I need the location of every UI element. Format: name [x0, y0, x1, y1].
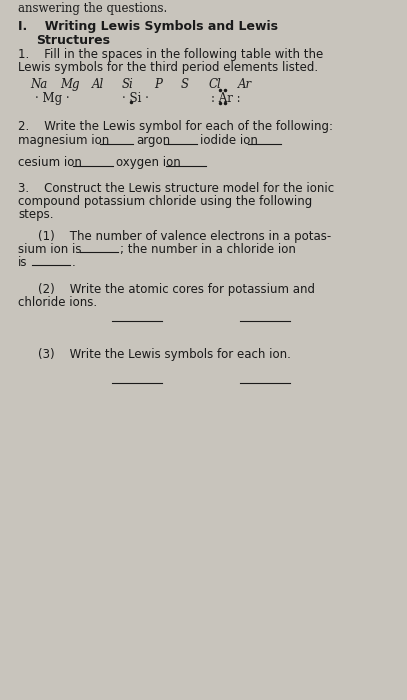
Text: oxygen ion: oxygen ion [116, 156, 181, 169]
Text: I.    Writing Lewis Symbols and Lewis: I. Writing Lewis Symbols and Lewis [18, 20, 278, 33]
Text: argon: argon [136, 134, 170, 147]
Text: · Si ·: · Si · [122, 92, 149, 105]
Text: (1)    The number of valence electrons in a potas-: (1) The number of valence electrons in a… [38, 230, 331, 243]
Text: ; the number in a chloride ion: ; the number in a chloride ion [120, 243, 296, 256]
Text: steps.: steps. [18, 208, 53, 221]
Text: iodide ion: iodide ion [200, 134, 258, 147]
Text: sium ion is: sium ion is [18, 243, 81, 256]
Text: Ar: Ar [238, 78, 252, 91]
Text: magnesium ion: magnesium ion [18, 134, 109, 147]
Text: 3.    Construct the Lewis structure model for the ionic: 3. Construct the Lewis structure model f… [18, 182, 334, 195]
Text: P: P [154, 78, 162, 91]
Text: Lewis symbols for the third period elements listed.: Lewis symbols for the third period eleme… [18, 61, 318, 74]
Text: (2)    Write the atomic cores for potassium and: (2) Write the atomic cores for potassium… [38, 283, 315, 296]
Text: .: . [72, 256, 76, 269]
Text: is: is [18, 256, 28, 269]
Text: Si: Si [122, 78, 134, 91]
Text: Cl: Cl [209, 78, 222, 91]
Text: Mg: Mg [60, 78, 79, 91]
Text: 1.    Fill in the spaces in the following table with the: 1. Fill in the spaces in the following t… [18, 48, 323, 61]
Text: Na: Na [30, 78, 47, 91]
Text: : Ar :: : Ar : [211, 92, 241, 105]
Text: Structures: Structures [36, 34, 110, 47]
Text: compound potassium chloride using the following: compound potassium chloride using the fo… [18, 195, 312, 208]
Text: cesium ion: cesium ion [18, 156, 82, 169]
Text: Al: Al [92, 78, 104, 91]
Text: S: S [181, 78, 189, 91]
Text: answering the questions.: answering the questions. [18, 2, 167, 15]
Text: chloride ions.: chloride ions. [18, 296, 97, 309]
Text: · Mg ·: · Mg · [35, 92, 69, 105]
Text: (3)    Write the Lewis symbols for each ion.: (3) Write the Lewis symbols for each ion… [38, 348, 291, 361]
Text: 2.    Write the Lewis symbol for each of the following:: 2. Write the Lewis symbol for each of th… [18, 120, 333, 133]
